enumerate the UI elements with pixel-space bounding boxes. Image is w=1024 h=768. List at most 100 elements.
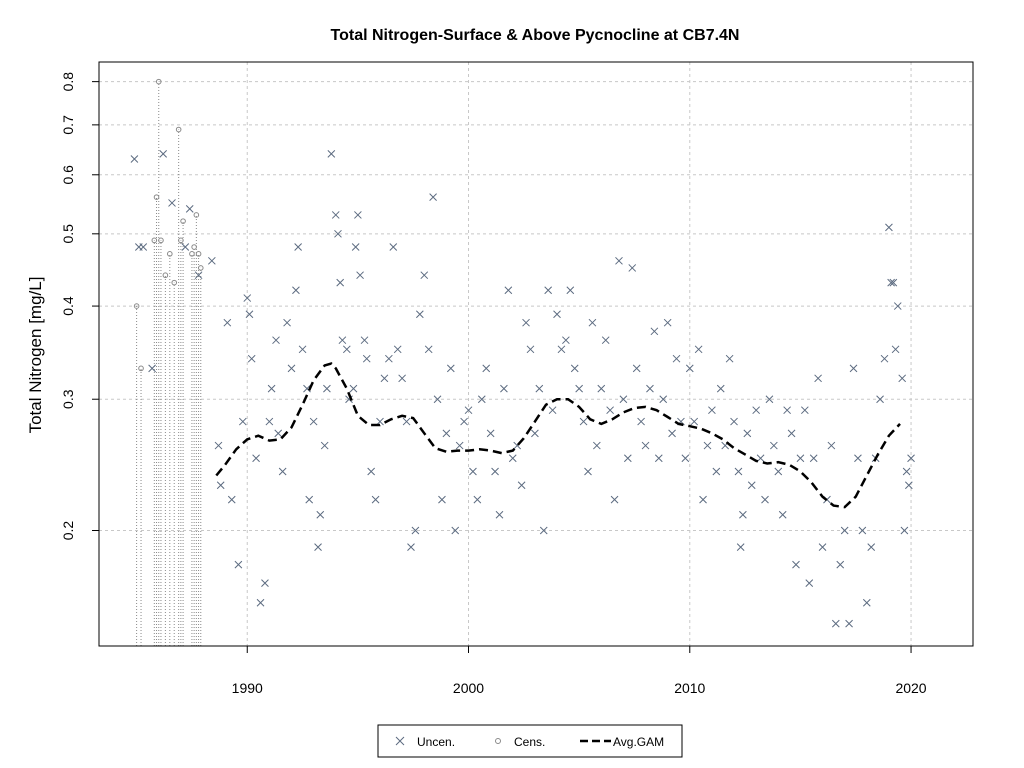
legend-label-cens: Cens. xyxy=(514,735,545,749)
data-point-x xyxy=(730,417,738,426)
data-point-x xyxy=(256,598,265,607)
data-point-x xyxy=(827,441,836,450)
data-point-x xyxy=(637,417,645,426)
data-point-x xyxy=(331,211,340,219)
data-point-x xyxy=(907,454,915,463)
data-point-x xyxy=(214,441,223,450)
data-point-x xyxy=(227,495,236,504)
data-point-x xyxy=(796,454,805,463)
data-point-x xyxy=(424,345,433,354)
data-point-x xyxy=(181,243,190,251)
data-point-x xyxy=(736,543,745,551)
data-point-x xyxy=(334,229,342,238)
data-point-x xyxy=(831,619,840,628)
y-axis-label: Total Nitrogen [mg/L] xyxy=(26,277,45,434)
data-point-x xyxy=(194,271,203,280)
data-point-x xyxy=(694,345,703,354)
data-point-x xyxy=(747,481,756,490)
data-point-x xyxy=(650,327,659,336)
data-point-x xyxy=(836,560,845,569)
data-point-x xyxy=(371,495,380,504)
gam-line xyxy=(215,362,901,509)
data-point-x xyxy=(351,243,360,251)
legend-item-cens: Cens. xyxy=(495,735,545,749)
data-point-x xyxy=(809,454,818,463)
data-point-x xyxy=(385,354,393,363)
data-point-x xyxy=(584,467,592,476)
data-point-x xyxy=(245,310,254,319)
data-point-x xyxy=(349,384,358,393)
data-point-x xyxy=(610,495,619,504)
censored-point xyxy=(138,365,144,372)
data-point-x xyxy=(672,354,681,363)
data-point-x xyxy=(522,318,530,327)
data-point-x xyxy=(712,467,721,476)
data-point-x xyxy=(438,495,446,504)
legend: Uncen. Cens. Avg.GAM xyxy=(377,724,683,758)
data-point-x xyxy=(597,384,606,393)
data-point-x xyxy=(362,354,371,363)
data-point-x xyxy=(500,384,508,393)
data-point-x xyxy=(854,454,862,463)
data-point-x xyxy=(783,406,791,415)
y-tick-label: 0.6 xyxy=(60,165,76,185)
x-tick-label: 1990 xyxy=(232,680,263,696)
data-point-x xyxy=(323,384,331,393)
data-point-x xyxy=(320,441,329,450)
x-tick-label: 2000 xyxy=(453,680,484,696)
data-point-x xyxy=(615,256,623,265)
censored-point xyxy=(151,237,158,244)
data-point-x xyxy=(491,467,499,476)
data-point-x xyxy=(389,243,398,251)
data-point-x xyxy=(889,278,898,287)
data-point-x xyxy=(814,374,822,383)
censored-point xyxy=(171,279,178,286)
data-point-x xyxy=(544,286,553,295)
data-point-x xyxy=(867,543,876,551)
data-point-x xyxy=(303,384,311,393)
data-point-x xyxy=(734,467,743,476)
data-point-x xyxy=(606,406,614,415)
data-point-x xyxy=(455,441,464,450)
data-point-x xyxy=(628,264,637,272)
data-point-x xyxy=(336,278,345,287)
data-point-x xyxy=(159,150,168,158)
censored-point xyxy=(153,194,160,200)
data-point-x xyxy=(681,454,690,463)
data-point-x xyxy=(261,579,269,587)
data-point-x xyxy=(451,526,460,535)
data-point-x xyxy=(469,467,477,476)
data-point-x xyxy=(654,454,663,463)
data-point-x xyxy=(380,374,389,383)
data-point-x xyxy=(531,429,539,438)
data-point-x xyxy=(464,406,473,415)
data-point-x xyxy=(148,364,156,373)
legend-box xyxy=(377,724,683,758)
data-point-x xyxy=(327,150,336,158)
censored-point xyxy=(195,251,202,257)
data-point-x xyxy=(818,543,827,551)
gam-curve xyxy=(215,362,901,509)
y-tick-label: 0.5 xyxy=(60,224,76,244)
data-point-x xyxy=(800,406,809,415)
data-point-x xyxy=(420,271,429,280)
data-point-x xyxy=(398,374,406,383)
data-point-x xyxy=(402,417,411,426)
data-point-x xyxy=(354,211,362,219)
data-point-x xyxy=(526,345,535,354)
data-point-x xyxy=(168,199,176,207)
data-point-x xyxy=(442,429,451,438)
data-point-x xyxy=(659,395,668,404)
censored-point xyxy=(189,251,195,257)
data-point-x xyxy=(309,417,318,426)
data-point-x xyxy=(482,364,491,373)
data-point-x xyxy=(716,384,725,393)
y-tick-label: 0.3 xyxy=(60,389,76,409)
axes: 1990 2000 2010 2020 0.2 0.3 0.4 0.5 0.6 0.7 0.8 xyxy=(60,72,927,696)
data-point-x xyxy=(473,495,482,504)
data-point-x xyxy=(393,345,402,354)
data-point-x xyxy=(517,481,526,490)
data-point-x xyxy=(356,271,364,280)
data-point-x xyxy=(761,495,769,504)
